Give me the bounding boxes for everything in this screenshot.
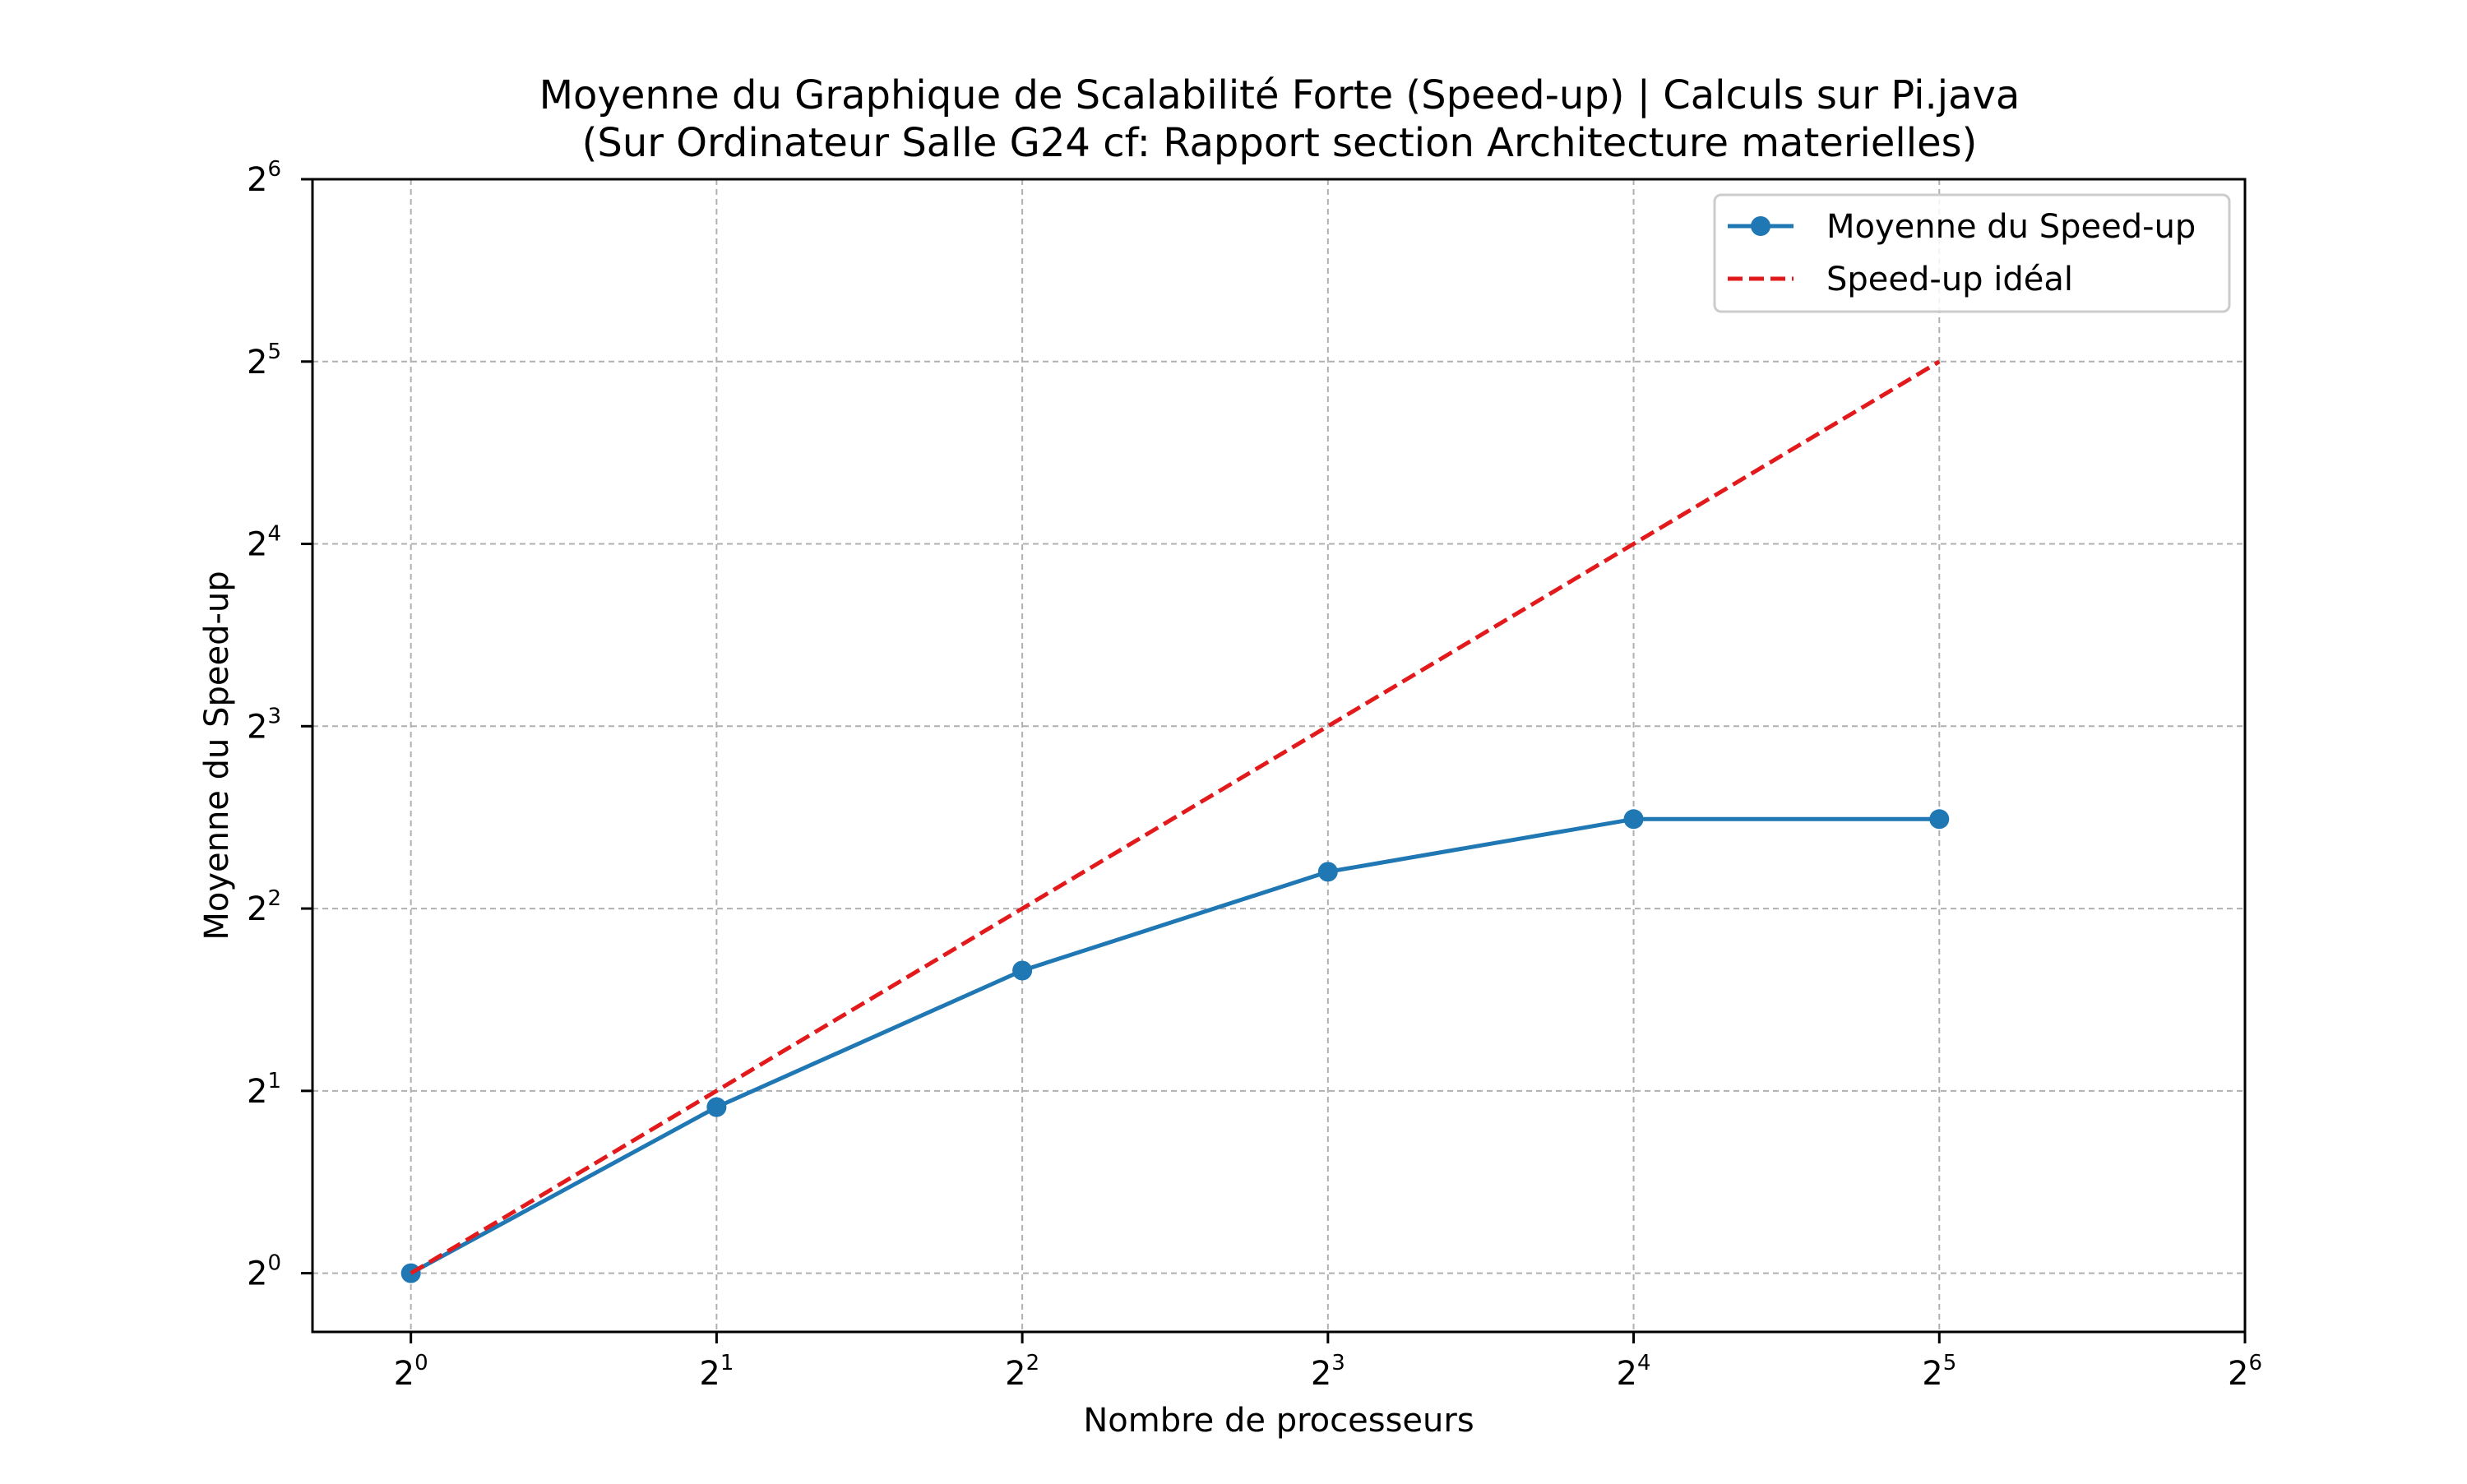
y-tick-label: 24 — [247, 522, 281, 564]
y-tick-label: 23 — [247, 704, 281, 746]
x-tick-label: 20 — [394, 1351, 428, 1393]
x-tick-label: 26 — [2228, 1351, 2262, 1393]
speedup-data-point — [1317, 862, 1338, 882]
legend-label-ideal: Speed-up idéal — [1826, 261, 2073, 298]
y-axis-label: Moyenne du Speed-up — [198, 571, 236, 940]
plot-frame — [311, 178, 2247, 1334]
x-tick-label: 23 — [1311, 1351, 1345, 1393]
legend: Moyenne du Speed-up Speed-up idéal — [1713, 193, 2231, 313]
chart-subtitle: (Sur Ordinateur Salle G24 cf: Rapport se… — [582, 120, 1978, 166]
chart-title: Moyenne du Graphique de Scalabilité Fort… — [539, 72, 2020, 118]
x-axis-label: Nombre de processeurs — [1083, 1402, 1474, 1440]
speedup-data-point — [1929, 809, 1950, 830]
y-tick-label: 25 — [247, 340, 281, 381]
speedup-data-point — [400, 1263, 421, 1283]
speedup-data-point — [1623, 809, 1644, 830]
axis-ticks: 20 21 22 23 24 25 26 20 21 22 23 24 25 26 — [247, 157, 2262, 1393]
legend-marker-speedup — [1751, 216, 1770, 236]
y-tick-label: 21 — [247, 1069, 281, 1111]
x-tick-label: 25 — [1922, 1351, 1956, 1393]
x-tick-label: 22 — [1005, 1351, 1039, 1393]
legend-box — [1713, 193, 2231, 313]
plot-series — [400, 359, 1950, 1283]
speedup-data-point — [1012, 960, 1033, 981]
measured-speedup-line — [410, 816, 1940, 1275]
x-tick-label: 24 — [1617, 1351, 1651, 1393]
y-tick-label: 26 — [247, 157, 281, 199]
speedup-data-point — [706, 1097, 727, 1117]
x-tick-label: 21 — [699, 1351, 734, 1393]
ideal-speedup-line — [410, 359, 1941, 1275]
legend-label-speedup: Moyenne du Speed-up — [1826, 208, 2196, 246]
y-tick-label: 20 — [247, 1251, 281, 1293]
y-tick-label: 22 — [247, 886, 281, 928]
